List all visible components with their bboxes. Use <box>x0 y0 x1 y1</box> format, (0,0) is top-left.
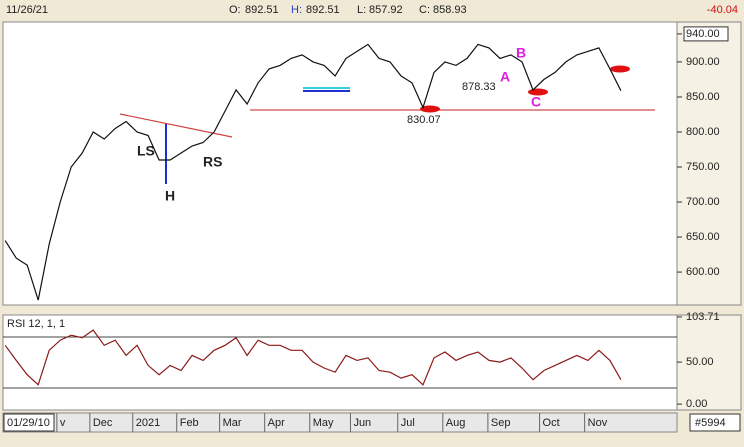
low-marker <box>610 65 630 73</box>
annotation: 830.07 <box>407 114 441 126</box>
x-tick-label: Dec <box>93 417 113 429</box>
x-tick-label: Jul <box>401 417 415 429</box>
id: #5994 <box>695 417 726 429</box>
change: -40.04 <box>707 4 738 16</box>
annotation: H <box>165 188 175 204</box>
y-tick-label: 800.00 <box>686 126 720 138</box>
low: 857.92 <box>369 4 403 16</box>
price-box <box>683 26 729 42</box>
close-label: C: <box>419 4 430 16</box>
x-tick-label: May <box>313 417 334 429</box>
y-tick-label: 103.71 <box>686 311 720 323</box>
x-tick-label: Feb <box>180 417 199 429</box>
id-box <box>689 413 741 432</box>
y-tick-label: 700.00 <box>686 196 720 208</box>
x-tick-label: Nov <box>588 417 608 429</box>
annotation: C <box>531 94 541 110</box>
price-axis <box>676 21 742 306</box>
y-tick-label: 650.00 <box>686 231 720 243</box>
price-panel <box>2 21 678 306</box>
rsi-title: RSI 12, 1, 1 <box>7 318 65 330</box>
low-label: L: <box>357 4 366 16</box>
series-line <box>4 329 622 386</box>
y-tick-label: 50.00 <box>686 356 714 368</box>
rsi-panel <box>2 314 678 411</box>
date: 11/26/21 <box>6 4 48 16</box>
open: 892.51 <box>245 4 279 16</box>
y-tick-label: 900.00 <box>686 56 720 68</box>
low-marker <box>420 105 440 113</box>
x-tick-label: Apr <box>268 417 285 429</box>
x-tick-label: 2021 <box>136 417 160 429</box>
start-date: 01/29/10 <box>7 417 50 429</box>
open-label: O: <box>229 4 241 16</box>
annotation: RS <box>203 154 222 170</box>
y-tick-label: 0.00 <box>686 398 707 410</box>
x-tick-label: Jun <box>353 417 371 429</box>
header-bar <box>0 0 744 18</box>
close: 858.93 <box>433 4 467 16</box>
x-tick-label: v <box>60 417 66 429</box>
annotation: 878.33 <box>462 81 496 93</box>
annotation: A <box>500 69 510 85</box>
high-label: H: <box>291 4 302 16</box>
annotation: B <box>516 45 526 61</box>
y-tick-label: 850.00 <box>686 91 720 103</box>
x-tick-label: Sep <box>491 417 511 429</box>
rsi-axis <box>676 314 742 411</box>
x-axis-bar <box>2 412 678 433</box>
annotation: LS <box>137 143 155 159</box>
x-tick-label: Aug <box>446 417 466 429</box>
x-tick-label: Oct <box>543 417 560 429</box>
series-line <box>4 43 622 301</box>
high: 892.51 <box>306 4 340 16</box>
x-tick-label: Mar <box>223 417 242 429</box>
start-box <box>3 413 55 432</box>
y-tick-label: 600.00 <box>686 266 720 278</box>
y-tick-label: 940.00 <box>686 28 720 40</box>
y-tick-label: 750.00 <box>686 161 720 173</box>
